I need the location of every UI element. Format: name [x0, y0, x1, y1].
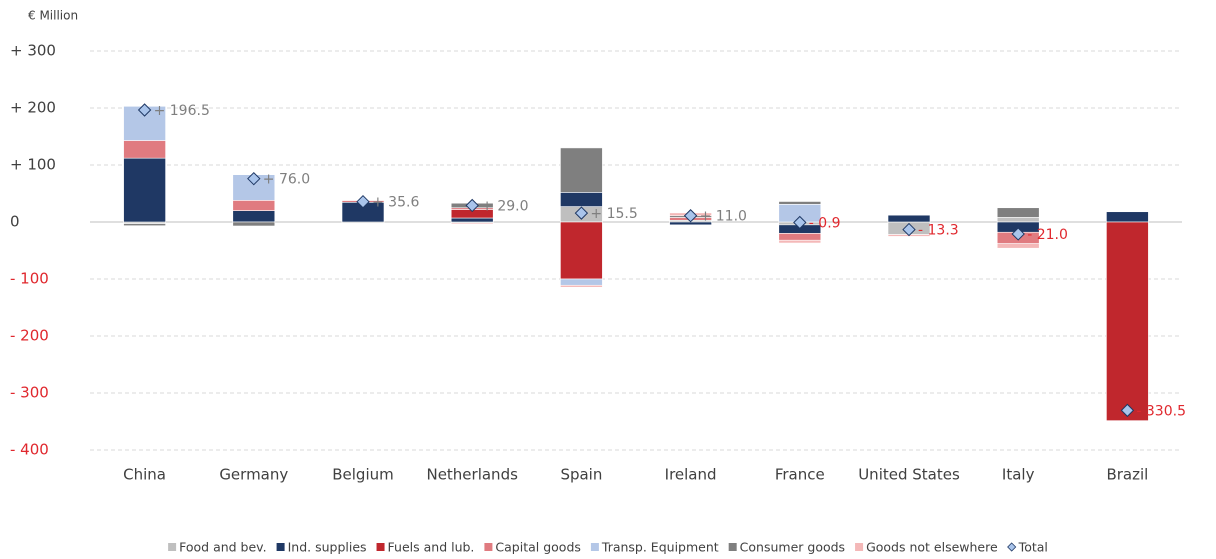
bar-segment: [560, 147, 603, 193]
total-label: + 11.0: [700, 209, 747, 225]
bar-segment: [778, 201, 822, 205]
legend: Food and bev. Ind. supplies Fuels and lub.…: [168, 540, 1048, 555]
legend-swatch: [376, 543, 385, 551]
bar-segment: [232, 200, 276, 211]
x-tick-label: Italy: [1002, 466, 1035, 484]
bar-segment: [560, 278, 603, 286]
bar-segment: [560, 192, 603, 207]
x-tick-label: Spain: [560, 466, 602, 484]
total-marker: [683, 209, 698, 223]
y-axis-label: € Million: [28, 9, 78, 23]
y-tick-label: - 300: [10, 384, 49, 402]
bar-segment: [778, 233, 822, 241]
total-label: - 330.5: [1136, 403, 1186, 419]
bar-segment: [1106, 221, 1149, 421]
bar-segment: [560, 284, 603, 288]
bar-segment: [232, 221, 276, 227]
bar-segment: [887, 214, 931, 223]
bar-segment: [232, 210, 276, 223]
y-tick-label: + 300: [10, 42, 56, 60]
bar-segment: [123, 157, 166, 223]
bar-segment: [1106, 211, 1149, 223]
bar-segment: [778, 239, 822, 244]
legend-label: Capital goods: [495, 540, 580, 555]
legend-label: Goods not elsewhere: [866, 540, 998, 555]
y-tick-label: + 100: [10, 156, 56, 174]
legend-label: Fuels and lub.: [388, 540, 475, 555]
legend-label: Transp. Equipment: [601, 540, 719, 555]
x-tick-label: France: [775, 466, 825, 484]
legend-label: Food and bev.: [179, 540, 266, 555]
total-marker: [574, 206, 589, 220]
bar-segment: [996, 207, 1040, 218]
total-marker: [137, 103, 152, 117]
total-marker: [356, 195, 370, 209]
bar-segment: [450, 217, 494, 223]
bar-segment: [560, 221, 603, 280]
total-label: + 29.0: [481, 198, 528, 214]
total-label: + 15.5: [590, 206, 637, 222]
x-tick-label: Ireland: [665, 466, 717, 484]
total-label: - 21.0: [1027, 227, 1068, 243]
legend-swatch: [484, 543, 493, 551]
legend-label: Ind. supplies: [288, 540, 367, 555]
y-tick-label: - 400: [10, 441, 49, 459]
total-marker: [465, 198, 479, 213]
total-marker: [902, 222, 916, 237]
bar-segment: [450, 222, 494, 225]
bar-segment: [123, 223, 166, 227]
legend-marker: [1007, 542, 1017, 552]
legend-label: Total: [1018, 540, 1048, 555]
y-tick-label: 0: [10, 213, 20, 231]
y-tick-label: + 200: [10, 99, 56, 117]
legend-swatch: [168, 543, 177, 551]
x-tick-label: China: [123, 466, 166, 484]
legend-label: Consumer goods: [740, 540, 845, 555]
total-marker: [1120, 403, 1135, 418]
x-tick-label: Brazil: [1106, 466, 1148, 484]
total-label: + 35.6: [372, 195, 419, 211]
total-label: - 0.9: [809, 216, 841, 232]
total-marker: [1011, 227, 1025, 241]
legend-swatch: [855, 543, 864, 551]
total-marker: [247, 171, 261, 186]
x-tick-label: Netherlands: [426, 466, 518, 484]
x-tick-label: Belgium: [332, 466, 394, 484]
bar-segment: [123, 140, 166, 159]
bar-segment: [996, 243, 1040, 249]
total-label: - 13.3: [918, 223, 959, 239]
y-tick-label: - 100: [10, 270, 49, 288]
total-label: + 76.0: [263, 172, 310, 188]
x-tick-label: Germany: [219, 466, 288, 484]
y-tick-label: - 200: [10, 327, 49, 345]
legend-swatch: [276, 543, 285, 551]
bar-segment: [996, 217, 1040, 223]
total-marker: [793, 215, 807, 230]
x-tick-label: United States: [858, 466, 960, 484]
legend-swatch: [590, 543, 599, 551]
legend-swatch: [728, 543, 737, 551]
total-label: + 196.5: [154, 103, 210, 119]
